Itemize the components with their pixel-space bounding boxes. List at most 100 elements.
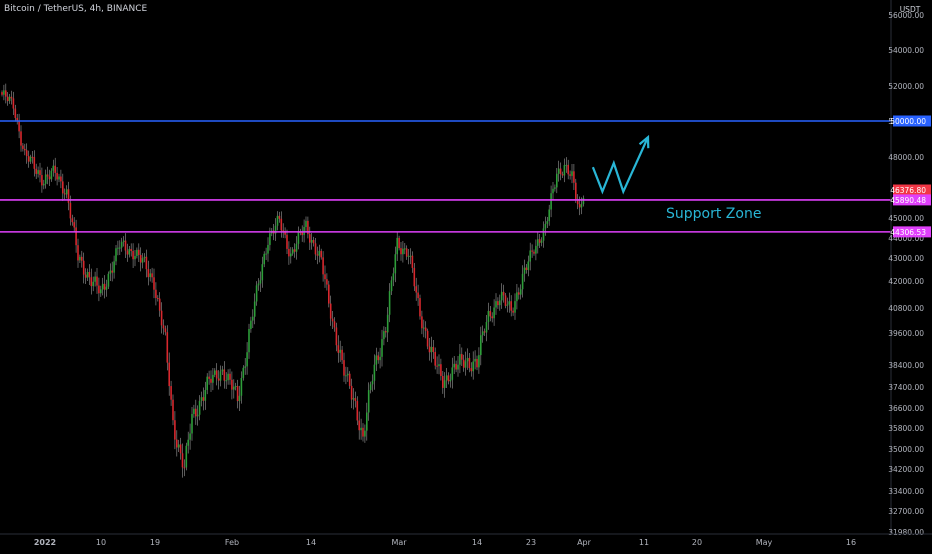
candle-down (183, 467, 186, 469)
candle-up (252, 316, 254, 321)
price-tick-label: 52000.00 (888, 82, 924, 91)
candle-down (343, 360, 345, 376)
candle-up (318, 250, 321, 256)
candle-up (386, 314, 389, 333)
candle-up (134, 255, 136, 260)
candle-up (523, 267, 526, 274)
candle-up (212, 374, 214, 383)
candle-down (504, 295, 507, 306)
candle-down (288, 248, 290, 257)
candle-down (147, 269, 150, 278)
candle-up (303, 226, 305, 236)
candle-down (229, 373, 231, 380)
candle-down (82, 260, 85, 275)
candle-up (459, 354, 461, 365)
candle-up (430, 346, 433, 353)
candle-up (128, 248, 131, 255)
candle-down (559, 168, 562, 175)
candle-down (385, 331, 387, 333)
candle-down (103, 283, 106, 290)
candle-up (29, 156, 32, 162)
candle-down (155, 289, 157, 298)
candle-down (284, 230, 286, 235)
candle-up (371, 380, 374, 385)
candle-up (366, 412, 368, 431)
projection-arrow[interactable] (591, 136, 650, 195)
time-tick-label: 19 (150, 538, 160, 547)
candle-down (476, 358, 478, 368)
candle-down (35, 168, 37, 174)
candle-down (5, 90, 7, 97)
candle-down (411, 255, 414, 268)
candle-up (449, 379, 452, 382)
candle-down (442, 376, 444, 388)
candle-up (193, 408, 195, 414)
candle-down (337, 345, 340, 353)
candle-down (405, 248, 408, 257)
candle-down (316, 254, 319, 256)
candle-down (24, 148, 26, 151)
candle-up (79, 256, 81, 261)
time-tick-label: May (756, 538, 773, 547)
candle-down (419, 298, 421, 317)
candle-down (413, 267, 416, 287)
candle-up (565, 164, 568, 166)
candle-up (242, 367, 245, 378)
candle-up (37, 170, 39, 174)
candle-down (432, 346, 435, 352)
candle-up (149, 273, 151, 278)
candle-down (164, 328, 167, 333)
candle-up (50, 170, 53, 180)
candle-up (86, 271, 89, 278)
candle-up (58, 176, 60, 180)
candle-down (483, 331, 486, 333)
candle-down (341, 349, 343, 361)
candle-down (215, 370, 218, 379)
candle-down (60, 176, 62, 182)
time-axis[interactable]: 2022 10 19 Feb 14 Mar 14 23 Apr 11 20 May 16 (0, 533, 932, 547)
candle-up (472, 361, 474, 372)
candle-up (404, 248, 406, 250)
candle-up (554, 187, 556, 189)
candle-up (506, 304, 509, 306)
time-tick-label: 14 (472, 538, 482, 547)
candle-up (297, 231, 300, 244)
candle-down (172, 399, 174, 421)
time-tick-label: 20 (692, 538, 702, 547)
candle-up (100, 289, 102, 294)
candle-up (367, 390, 370, 413)
candle-down (362, 427, 364, 437)
candle-down (333, 321, 336, 328)
candle-up (580, 204, 583, 208)
candle-up (234, 386, 237, 388)
candle-down (578, 204, 581, 208)
candle-up (122, 240, 125, 242)
candle-down (67, 189, 70, 203)
candle-up (225, 380, 227, 382)
candle-up (65, 189, 68, 195)
time-tick-label: Feb (225, 538, 239, 547)
price-tick-label: 39600.00 (888, 329, 924, 338)
candle-down (331, 318, 334, 322)
candle-up (3, 90, 5, 95)
price-tick-label: 42000.00 (888, 277, 924, 286)
candle-up (269, 233, 271, 245)
candle-up (495, 301, 497, 308)
candle-down (569, 174, 571, 176)
candle-down (428, 346, 431, 353)
candle-down (328, 284, 330, 304)
candle-down (400, 248, 402, 255)
candle-down (576, 199, 579, 205)
candle-down (280, 218, 283, 231)
candle-up (8, 96, 11, 102)
candle-down (88, 271, 91, 278)
candle-up (527, 261, 530, 271)
price-tick-label: 31980.00 (888, 528, 924, 537)
candle-down (314, 243, 317, 255)
candle-down (174, 420, 176, 440)
price-tick-label: 35000.00 (888, 445, 924, 454)
